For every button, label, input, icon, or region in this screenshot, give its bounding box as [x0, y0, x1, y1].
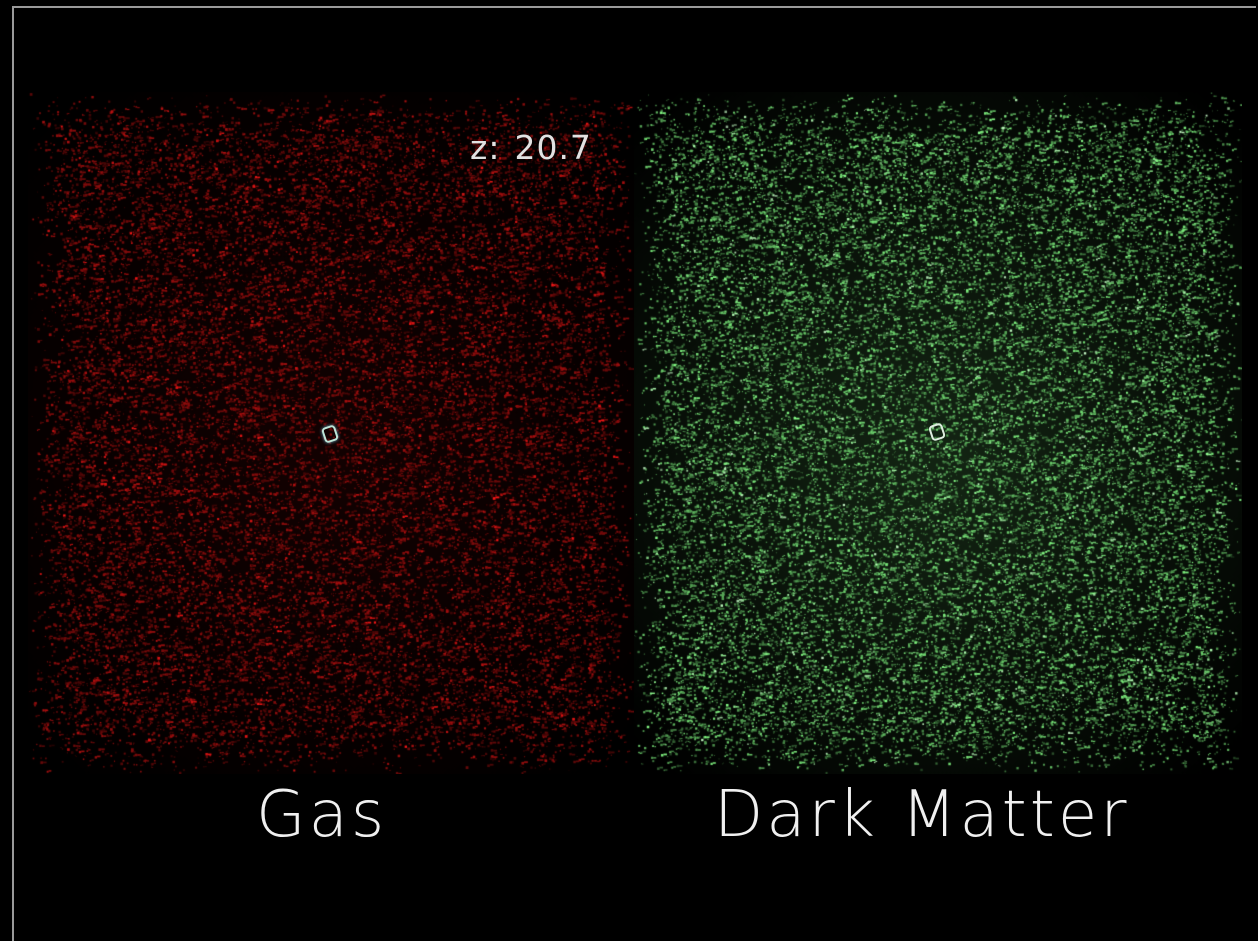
- dark-matter-particle-field: [634, 92, 1242, 774]
- dark-matter-label: Dark Matter: [714, 778, 1130, 852]
- gas-particle-field: [28, 92, 634, 774]
- dark-matter-particles: [634, 92, 1242, 774]
- redshift-value: 20.7: [514, 128, 592, 167]
- redshift-readout: z: 20.7: [470, 128, 592, 167]
- redshift-label: z:: [470, 128, 501, 167]
- frame-border: [12, 6, 1256, 941]
- gas-particles: [28, 92, 634, 774]
- gas-label: Gas: [256, 778, 388, 852]
